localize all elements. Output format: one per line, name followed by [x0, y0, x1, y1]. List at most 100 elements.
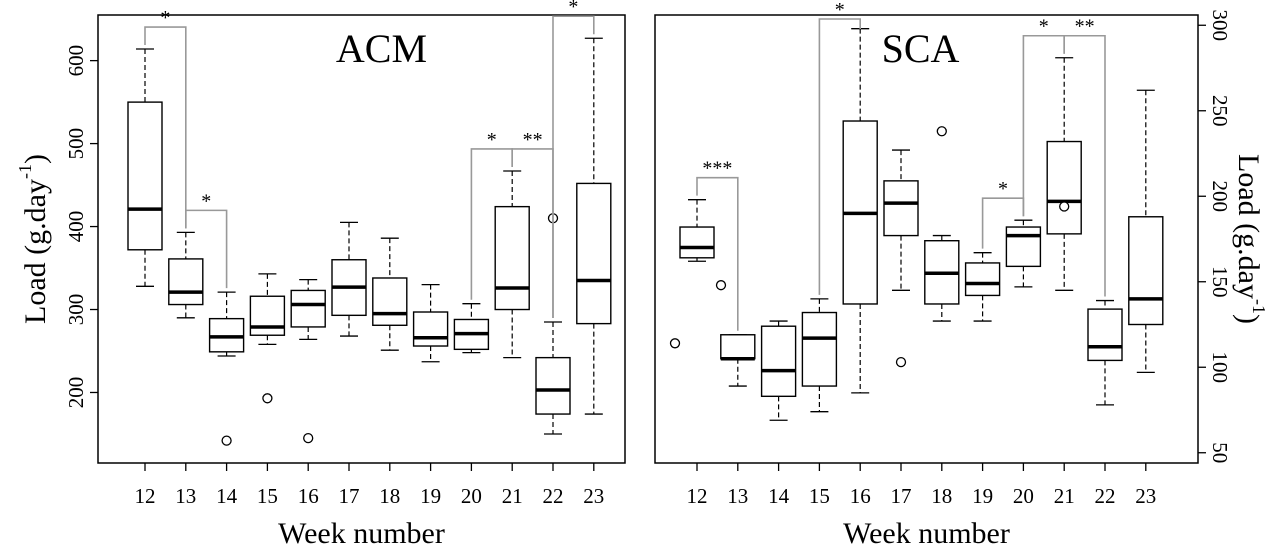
box-week-19 — [412, 283, 449, 363]
x-tick-label: 20 — [1013, 484, 1034, 508]
box-week-18 — [924, 126, 960, 322]
boxes — [669, 28, 1164, 421]
x-tick-label: 15 — [257, 484, 278, 508]
box-iqr — [372, 277, 408, 326]
box-week-12 — [669, 199, 727, 349]
box-iqr — [801, 311, 838, 387]
x-tick-label: 21 — [1054, 484, 1075, 508]
y-axis-title-superscript: -1 — [15, 164, 35, 179]
x-tick-label: 19 — [420, 484, 441, 508]
box-iqr — [679, 226, 715, 259]
box-week-15 — [249, 273, 286, 404]
box-week-16 — [290, 279, 326, 444]
y-tick-label: 200 — [1208, 181, 1232, 213]
y-axis: 50 100 150 200 250 300 — [1198, 10, 1232, 463]
box-week-12 — [127, 48, 163, 287]
box-iqr — [1087, 308, 1123, 362]
significance-label: * — [835, 0, 845, 21]
box-week-18 — [372, 237, 408, 351]
box-iqr — [168, 258, 204, 306]
box-iqr — [576, 182, 612, 325]
box-iqr — [1046, 140, 1082, 235]
box-week-20 — [1005, 219, 1042, 288]
y-tick-label: 500 — [64, 128, 88, 160]
outlier-point — [303, 432, 314, 444]
box-iqr — [290, 289, 326, 328]
x-tick-label: 18 — [931, 484, 952, 508]
box-week-16 — [842, 28, 878, 394]
significance-brackets: *** *** — [144, 0, 595, 318]
box-week-14 — [208, 291, 245, 446]
y-axis-title: Load (g.day-1) — [1232, 154, 1269, 324]
x-tick-label: 20 — [461, 484, 482, 508]
panel-title: ACM — [336, 26, 427, 71]
significance-label: ** — [523, 129, 543, 151]
y-axis-title-close: ) — [19, 154, 52, 164]
x-tick-label: 16 — [298, 484, 319, 508]
x-tick-label: 21 — [502, 484, 523, 508]
x-tick-label: 19 — [972, 484, 993, 508]
significance-label: ** — [1075, 16, 1095, 38]
x-tick-label: 17 — [339, 484, 360, 508]
outlier-point — [1059, 201, 1070, 212]
box-iqr — [127, 101, 163, 251]
x-tick-label: 14 — [768, 484, 790, 508]
outlier-point — [936, 126, 947, 137]
box-week-23 — [576, 37, 612, 415]
box-iqr — [1128, 216, 1164, 326]
box-week-22 — [1087, 299, 1123, 406]
significance-brackets: ****** ** — [696, 0, 1106, 331]
outlier-point — [669, 338, 681, 349]
significance-bracket — [552, 15, 595, 318]
significance-bracket — [1063, 34, 1106, 297]
significance-bracket — [144, 26, 187, 229]
box-iqr — [412, 311, 449, 347]
box-week-14 — [760, 320, 797, 421]
y-tick-label: 250 — [1208, 95, 1232, 127]
outlier-point — [221, 435, 232, 446]
significance-label: * — [568, 0, 578, 18]
panel-title: SCA — [882, 26, 960, 71]
x-axis: 12 13 14 15 16 17 18 19 20 21 22 23 — [687, 463, 1156, 508]
box-iqr — [1005, 226, 1042, 268]
box-iqr — [964, 262, 1001, 297]
x-axis-title: Week number — [843, 517, 1010, 550]
y-axis-title-superscript: -1 — [1249, 299, 1269, 314]
y-axis: 200 300 400 500 600 — [64, 45, 98, 408]
box-iqr — [720, 334, 756, 360]
x-tick-label: 22 — [543, 484, 564, 508]
y-axis-title-text: Load (g.day — [1232, 154, 1265, 299]
x-axis: 12 13 14 15 16 17 18 19 20 21 22 23 — [135, 463, 604, 508]
outlier-point — [262, 393, 273, 404]
box-iqr — [249, 295, 286, 336]
significance-bracket — [185, 209, 228, 289]
boxes — [127, 37, 612, 446]
x-tick-label: 15 — [809, 484, 830, 508]
significance-label: * — [1039, 16, 1049, 38]
box-week-13 — [720, 334, 756, 387]
x-tick-label: 13 — [727, 484, 748, 508]
box-iqr — [535, 356, 571, 415]
box-iqr — [494, 205, 530, 311]
y-axis-title-text: Load (g.day — [19, 179, 52, 324]
y-axis-title-close: ) — [1232, 314, 1265, 324]
plot-frame — [654, 14, 1199, 464]
x-tick-label: 17 — [891, 484, 912, 508]
box-week-23 — [1128, 89, 1164, 374]
significance-bracket — [696, 176, 739, 331]
box-week-13 — [168, 231, 204, 319]
outlier-point — [895, 356, 907, 368]
x-tick-label: 18 — [379, 484, 400, 508]
significance-label: * — [998, 178, 1008, 200]
outlier-point — [715, 280, 727, 291]
box-week-21 — [494, 170, 530, 359]
significance-bracket — [818, 18, 861, 295]
y-tick-label: 100 — [1208, 351, 1232, 383]
y-tick-label: 150 — [1208, 266, 1232, 298]
y-tick-label: 50 — [1208, 442, 1232, 463]
significance-label: * — [487, 129, 497, 151]
x-tick-label: 16 — [850, 484, 871, 508]
significance-label: * — [201, 190, 211, 212]
